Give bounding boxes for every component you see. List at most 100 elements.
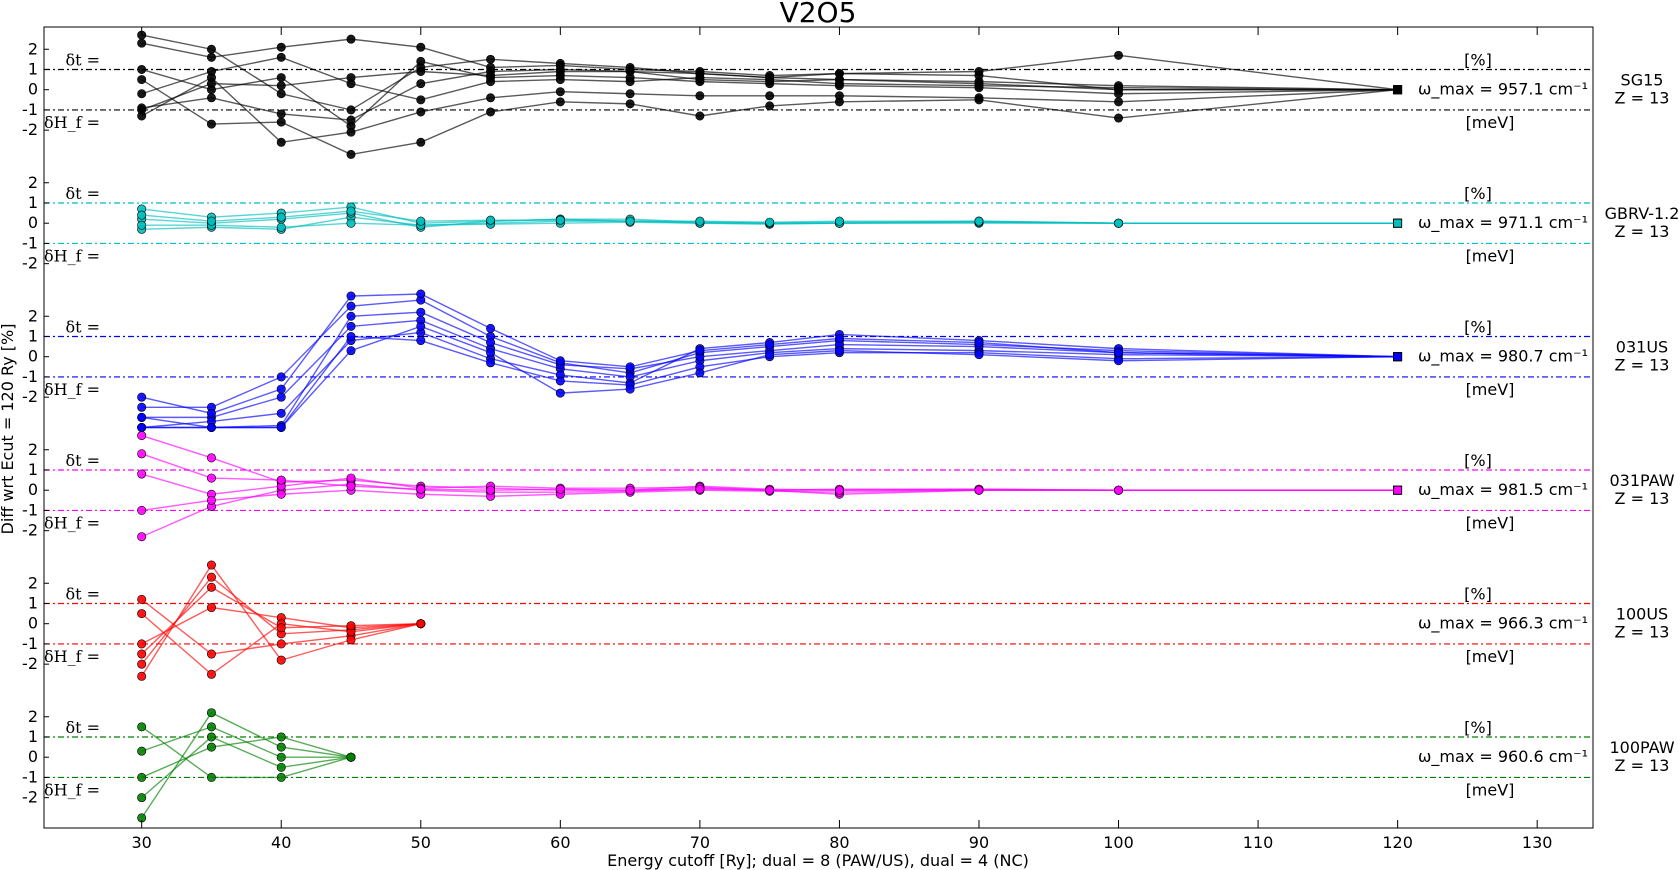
data-point: [346, 473, 356, 483]
data-point: [346, 621, 356, 631]
data-point: [416, 95, 426, 105]
series-line: [141, 210, 1398, 224]
data-point: [346, 635, 356, 645]
series-line: [141, 79, 1398, 156]
data-point: [206, 560, 216, 570]
data-point: [137, 422, 147, 432]
y-tick-label: 1: [28, 460, 38, 479]
data-point: [276, 392, 286, 402]
data-point: [137, 722, 147, 732]
data-point: [276, 52, 286, 62]
series-line: [141, 56, 1398, 101]
y-tick-label: 0: [28, 213, 38, 232]
data-point: [486, 62, 496, 72]
omega-max-label: ω_max = 980.7 cm⁻¹: [1418, 347, 1588, 367]
data-point: [555, 58, 565, 68]
data-point: [276, 475, 286, 485]
data-point: [137, 402, 147, 412]
data-point: [486, 348, 496, 358]
data-point: [137, 639, 147, 649]
data-point: [486, 107, 496, 117]
data-point: [695, 484, 705, 494]
panel-z-label: Z = 13: [1615, 356, 1670, 375]
data-point: [137, 793, 147, 803]
y-tick-label: -2: [22, 120, 38, 139]
panel-name-label: 031PAW: [1609, 471, 1674, 490]
y-axis-title: Diff wrt Ecut = 120 Ry [%]: [0, 324, 17, 535]
data-point: [346, 105, 356, 115]
data-point: [276, 732, 286, 742]
delta-t-label: δt =: [65, 451, 100, 470]
data-point: [1393, 218, 1403, 228]
data-point: [834, 346, 844, 356]
data-point: [834, 75, 844, 85]
data-point: [1114, 348, 1124, 358]
series-line: [141, 434, 1398, 491]
data-point: [206, 669, 216, 679]
delta-t-label: δt =: [65, 50, 100, 69]
data-point: [276, 81, 286, 91]
x-tick-label: 50: [411, 833, 431, 852]
data-point: [765, 77, 775, 87]
data-point: [346, 127, 356, 137]
data-point: [695, 111, 705, 121]
y-tick-label: -1: [22, 767, 38, 786]
y-tick-label: -1: [22, 634, 38, 653]
data-point: [834, 97, 844, 107]
data-point: [276, 655, 286, 665]
data-point: [625, 77, 635, 87]
data-point: [1114, 218, 1124, 228]
x-tick-label: 100: [1103, 833, 1134, 852]
percent-unit-label: [%]: [1464, 317, 1492, 336]
data-point: [137, 210, 147, 220]
series-line: [141, 221, 1398, 228]
percent-unit-label: [%]: [1464, 50, 1492, 69]
y-tick-label: 0: [28, 347, 38, 366]
data-point: [346, 752, 356, 762]
data-point: [276, 772, 286, 782]
y-tick-label: 0: [28, 747, 38, 766]
delta-hf-label: δH_f =: [44, 513, 100, 532]
data-point: [765, 485, 775, 495]
data-point: [137, 220, 147, 230]
y-tick-label: 1: [28, 326, 38, 345]
data-point: [625, 89, 635, 99]
y-tick-label: -2: [22, 387, 38, 406]
delta-hf-label: δH_f =: [44, 246, 100, 265]
data-point: [346, 73, 356, 83]
data-point: [486, 485, 496, 495]
chart-title: V2O5: [780, 0, 857, 29]
panel-z-label: Z = 13: [1615, 756, 1670, 775]
data-point: [486, 54, 496, 64]
data-point: [276, 408, 286, 418]
data-point: [346, 301, 356, 311]
series-line: [141, 60, 1398, 128]
y-tick-label: 2: [28, 173, 38, 192]
data-point: [695, 346, 705, 356]
data-point: [206, 422, 216, 432]
data-point: [206, 649, 216, 659]
data-point: [555, 484, 565, 494]
data-point: [276, 42, 286, 52]
panel-name-label: SG15: [1621, 71, 1664, 90]
panel-name-label: 031US: [1616, 338, 1668, 357]
data-point: [206, 772, 216, 782]
y-tick-label: 1: [28, 59, 38, 78]
data-point: [137, 532, 147, 542]
data-point: [206, 473, 216, 483]
data-point: [555, 75, 565, 85]
data-point: [137, 38, 147, 48]
series-line: [141, 711, 352, 819]
panel-name-label: 100US: [1616, 605, 1668, 624]
series-line: [141, 34, 1398, 111]
data-point: [137, 431, 147, 441]
data-point: [1393, 352, 1403, 362]
data-point: [276, 742, 286, 752]
data-point: [276, 212, 286, 222]
mev-unit-label: [meV]: [1466, 647, 1515, 666]
data-point: [137, 772, 147, 782]
omega-max-label: ω_max = 971.1 cm⁻¹: [1418, 213, 1588, 233]
mev-unit-label: [meV]: [1466, 780, 1515, 799]
data-point: [416, 42, 426, 52]
data-point: [206, 119, 216, 129]
